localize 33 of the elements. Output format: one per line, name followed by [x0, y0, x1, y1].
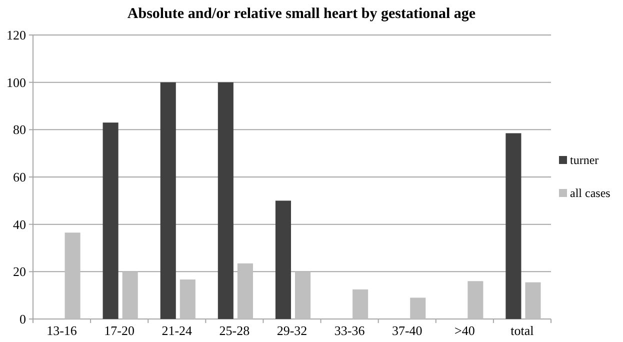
legend-label: turner — [570, 153, 599, 168]
x-tick-label: >40 — [454, 323, 475, 338]
x-tick-label: 25-28 — [219, 323, 250, 338]
bar — [275, 200, 291, 319]
bar — [410, 298, 426, 319]
y-tick-label: 40 — [13, 216, 26, 232]
bar — [160, 82, 176, 319]
y-tick-label: 60 — [13, 170, 26, 185]
legend-label: all cases — [570, 186, 611, 200]
bar — [525, 282, 541, 319]
x-tick-label: 37-40 — [392, 323, 422, 338]
y-tick-label: 20 — [13, 264, 26, 280]
bar — [506, 133, 522, 319]
bar — [122, 272, 138, 319]
bar — [237, 263, 253, 319]
bar — [295, 272, 311, 319]
x-tick-label: 29-32 — [276, 323, 308, 338]
y-tick-label: 100 — [6, 74, 26, 90]
bar — [218, 82, 234, 319]
y-tick-label: 0 — [20, 312, 26, 327]
bar — [64, 232, 80, 319]
x-tick-label: 33-36 — [334, 323, 366, 338]
bar — [468, 281, 484, 319]
bar — [102, 122, 118, 319]
y-tick-label: 80 — [13, 122, 26, 138]
chart-title: Absolute and/or relative small heart by gestational age — [127, 6, 476, 22]
x-tick-label: 13-16 — [46, 323, 78, 338]
x-tick-label: 21-24 — [162, 323, 193, 338]
bar — [352, 289, 368, 319]
x-tick-label: 17-20 — [104, 323, 135, 338]
bar — [180, 279, 196, 319]
y-tick-label: 120 — [6, 28, 26, 43]
x-tick-label: total — [510, 323, 534, 338]
